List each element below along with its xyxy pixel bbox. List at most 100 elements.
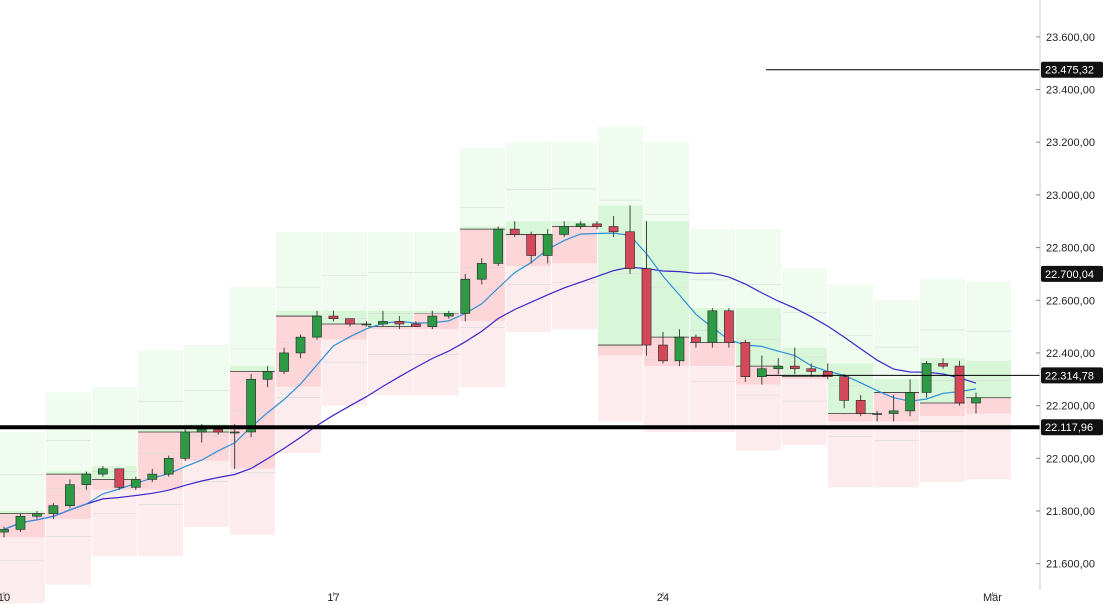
candle xyxy=(147,468,158,483)
candle xyxy=(229,424,240,469)
candle xyxy=(839,374,850,409)
zone-bear xyxy=(552,226,597,264)
candle-body-up xyxy=(229,431,240,434)
candle-body-up xyxy=(180,431,191,459)
horizontal-levels: 23.475,32 22.314,78 22.117,96 22.700,04 xyxy=(0,61,1103,436)
zone-bear-light xyxy=(506,266,551,332)
candle xyxy=(81,471,92,490)
candle xyxy=(180,429,191,461)
candle xyxy=(559,221,569,238)
candle xyxy=(378,310,388,327)
y-tick-label: 21.800,00 xyxy=(1046,506,1095,518)
candle-body-up xyxy=(971,397,981,404)
volume-profile-zones xyxy=(0,126,1011,604)
y-tick-label: 22.800,00 xyxy=(1046,243,1095,255)
candle xyxy=(295,334,306,359)
zone-bear-light xyxy=(966,413,1011,480)
candle-body-up xyxy=(773,365,784,370)
level-price-tag xyxy=(1041,367,1103,384)
y-tick-label: 22.600,00 xyxy=(1046,295,1095,307)
candle-body-down xyxy=(526,234,537,256)
zone-bear-light xyxy=(828,421,873,488)
candle-body-up xyxy=(147,473,158,480)
candle-body-up xyxy=(279,352,289,372)
zone-bear-light xyxy=(92,489,137,556)
zone-bull-light xyxy=(92,387,137,480)
zone-bear-light xyxy=(690,366,735,432)
candle xyxy=(592,221,602,230)
candle xyxy=(163,455,174,477)
zone-bull-light xyxy=(506,142,551,235)
zone-bull-light xyxy=(276,231,321,317)
candle xyxy=(526,231,537,264)
candle xyxy=(443,310,454,319)
candle-body-up xyxy=(707,310,718,343)
candle-body-up xyxy=(427,315,438,327)
zone-bull-light xyxy=(874,300,919,393)
zone-bear-light xyxy=(230,468,275,535)
zone-bear-light xyxy=(184,460,229,527)
zone-bull xyxy=(276,310,321,317)
candle xyxy=(789,347,800,375)
zone-bear xyxy=(184,431,229,461)
candle-body-down xyxy=(394,321,405,325)
candle-body-down xyxy=(724,310,734,343)
candle xyxy=(345,318,355,327)
zone-bear-light xyxy=(736,384,781,451)
candle-body-down xyxy=(954,365,965,404)
candle xyxy=(938,358,948,369)
candle-body-up xyxy=(542,234,553,256)
zone-bull xyxy=(46,471,91,475)
candle xyxy=(658,331,668,364)
candle-body-up xyxy=(130,479,141,488)
candle-body-up xyxy=(81,473,92,485)
candle-body-up xyxy=(872,413,882,415)
x-axis: 101724Mär10 xyxy=(0,592,1002,604)
zone-bull-light xyxy=(0,431,45,514)
candle-body-down xyxy=(509,228,520,235)
zone-bull xyxy=(644,221,689,338)
y-tick-label: 22.400,00 xyxy=(1046,348,1095,360)
candle xyxy=(608,215,619,238)
candle xyxy=(740,339,751,382)
y-tick-label: 22.000,00 xyxy=(1046,453,1095,465)
candle-body-up xyxy=(493,228,504,264)
zone-bear-light xyxy=(782,379,827,446)
zone-bull-light xyxy=(138,350,183,432)
candle xyxy=(822,363,833,380)
candle-body-up xyxy=(888,410,899,414)
zone-bear xyxy=(920,402,965,417)
candle xyxy=(460,273,471,322)
candle xyxy=(806,363,817,377)
candle xyxy=(328,310,339,322)
candle-body-up xyxy=(262,371,273,380)
level-price-label: 22.314,78 xyxy=(1045,370,1094,382)
candle xyxy=(691,334,701,348)
candle-body-up xyxy=(559,226,569,235)
candle xyxy=(427,310,438,330)
moving-averages xyxy=(3,232,977,530)
zone-bull xyxy=(460,226,505,230)
candle xyxy=(114,468,125,490)
candle-body-down xyxy=(740,342,751,377)
candle xyxy=(65,479,75,509)
candles xyxy=(0,205,981,538)
candle-body-up xyxy=(443,313,454,317)
zone-bull xyxy=(828,363,873,414)
candle-body-up xyxy=(0,529,9,533)
candle xyxy=(674,329,685,367)
candle xyxy=(707,308,718,348)
candle-body-down xyxy=(345,318,355,325)
zone-bull-light xyxy=(230,287,275,372)
candle-body-up xyxy=(32,513,42,517)
level-price-label: 22.117,96 xyxy=(1045,422,1093,434)
candle-body-down xyxy=(938,363,948,367)
candle-body-up xyxy=(98,468,108,475)
candle-body-up xyxy=(905,392,915,412)
sma-fast-line xyxy=(3,232,977,530)
candle xyxy=(625,205,635,274)
candle xyxy=(32,510,42,519)
candle xyxy=(971,392,981,414)
zone-bear xyxy=(598,345,643,356)
